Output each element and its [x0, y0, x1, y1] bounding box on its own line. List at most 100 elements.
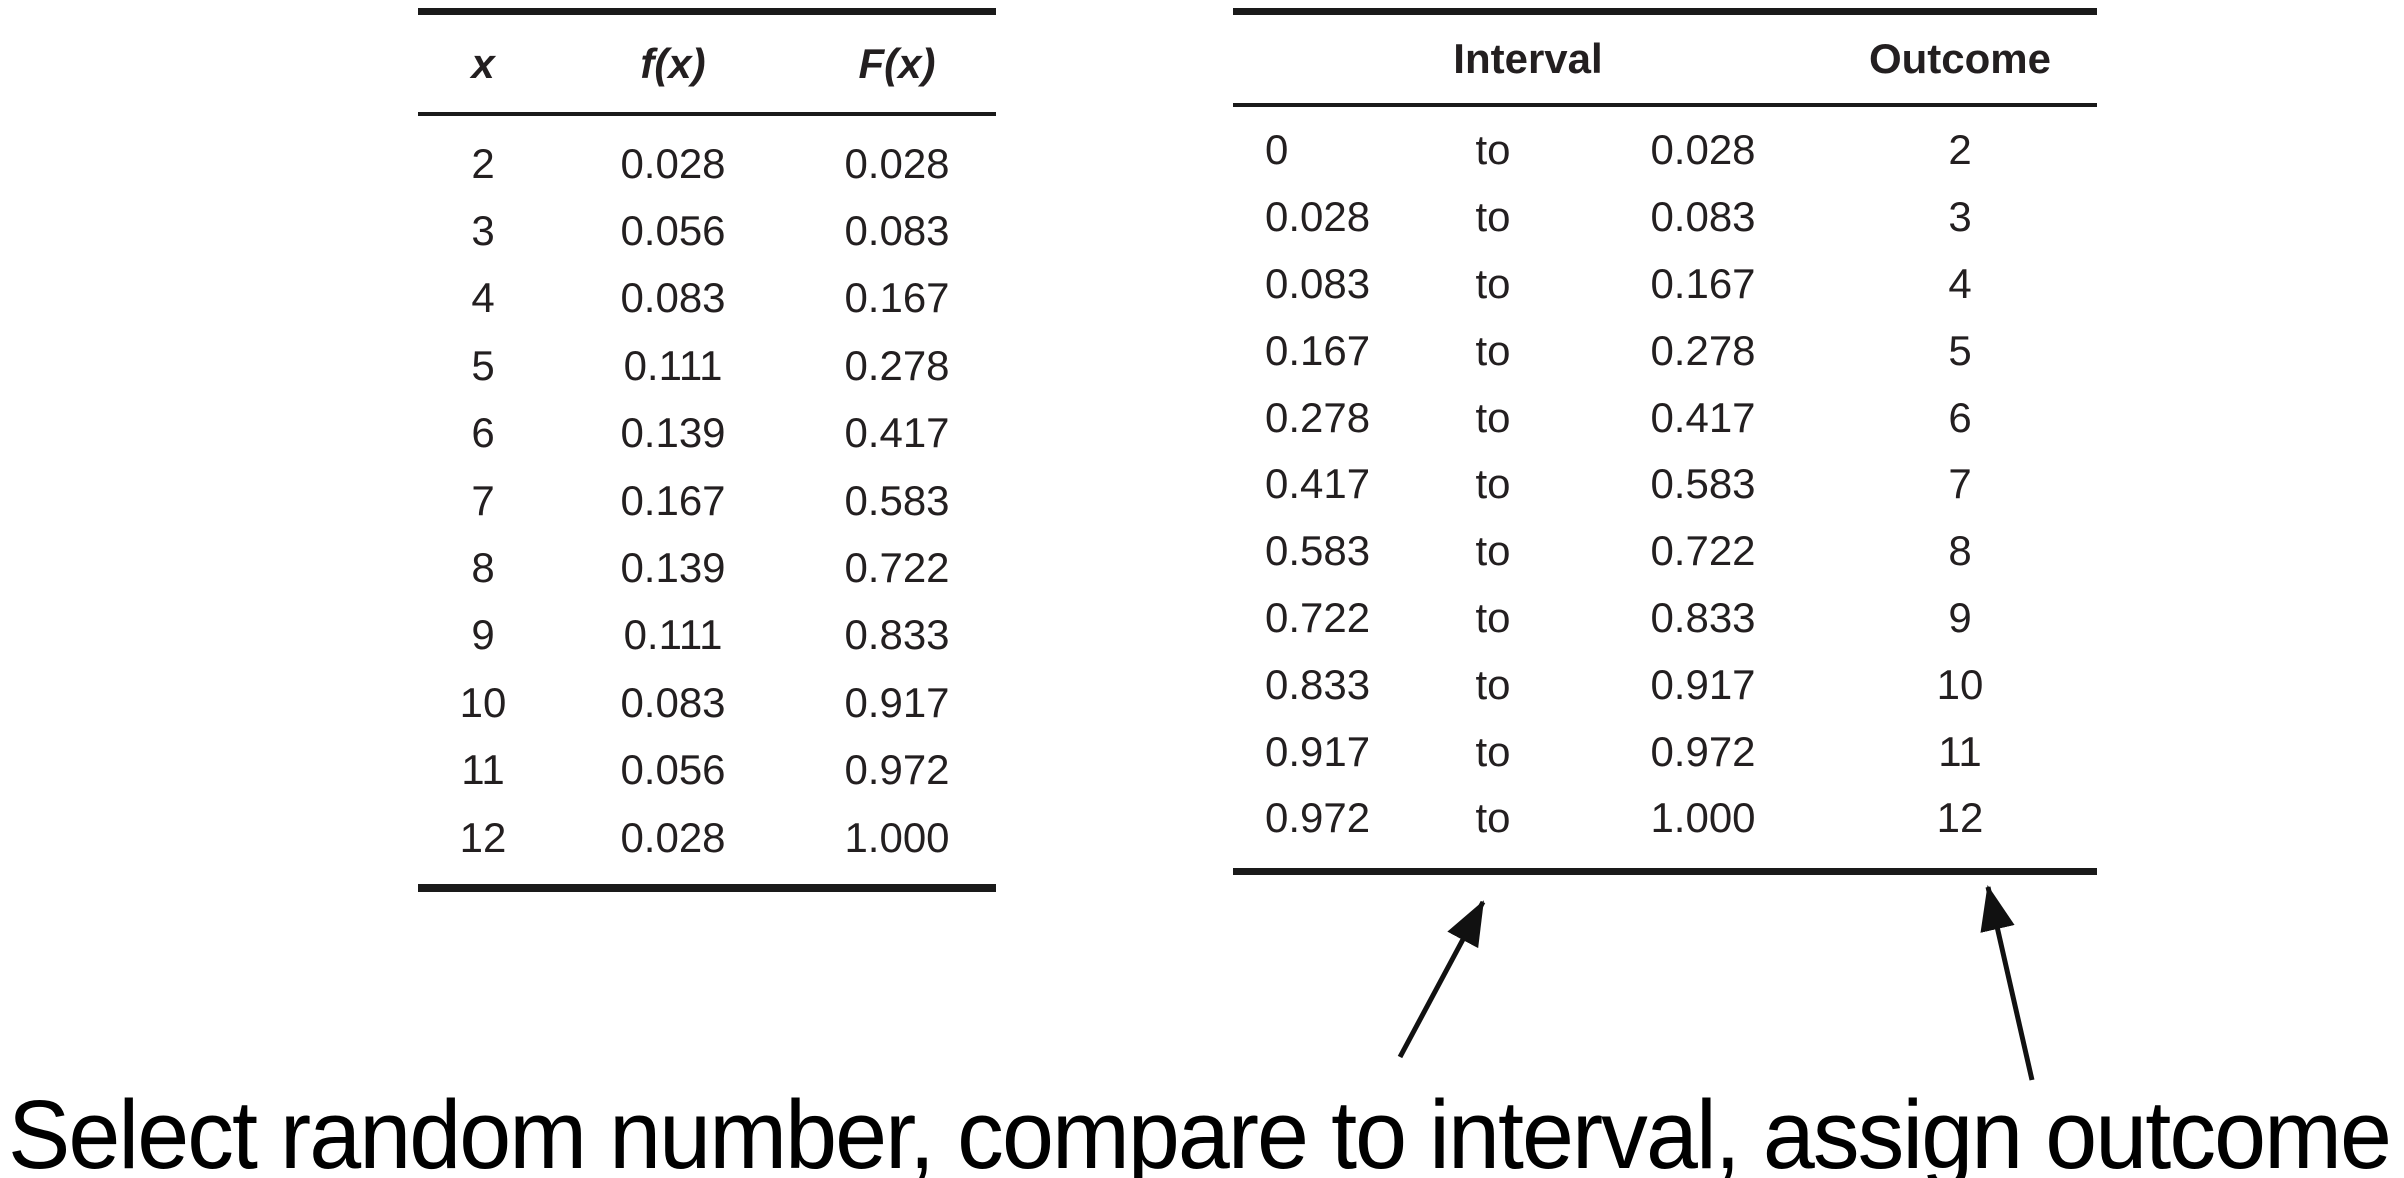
- table-top-rule: [418, 8, 996, 15]
- cell-Fx: 0.583: [844, 476, 950, 524]
- cell-interval-lower: 0.083: [1265, 259, 1371, 307]
- cell-outcome: 9: [1948, 593, 1972, 641]
- cell-interval-lower: 0.278: [1265, 393, 1371, 441]
- cell-interval-upper: 0.833: [1650, 593, 1756, 641]
- cell-separator: to: [1475, 727, 1511, 775]
- column-header-x: x: [471, 39, 495, 87]
- probability-distribution-table: x f(x) F(x) 2 0.028 0.028 3 0.056 0.083 4 0.083…: [418, 8, 996, 893]
- cell-interval-lower: 0.417: [1265, 460, 1371, 508]
- table-row: 9 0.111 0.833: [418, 602, 996, 669]
- cell-separator: to: [1475, 259, 1511, 307]
- cell-Fx: 0.833: [844, 611, 950, 659]
- cell-Fx: 0.278: [844, 341, 950, 389]
- column-header-fx: f(x): [640, 39, 706, 87]
- table-row: 3 0.056 0.083: [418, 197, 996, 264]
- table-bottom-rule: [1233, 867, 2097, 875]
- table-bottom-rule: [418, 884, 996, 893]
- cell-fx: 0.028: [620, 813, 726, 861]
- cell-fx: 0.083: [620, 274, 726, 322]
- cell-interval-upper: 0.083: [1650, 193, 1756, 241]
- cell-x: 2: [471, 139, 495, 187]
- cell-interval-upper: 0.722: [1650, 527, 1756, 575]
- cell-interval-lower: 0.833: [1265, 660, 1371, 708]
- cell-fx: 0.139: [620, 409, 726, 457]
- table-header-rule: [418, 112, 996, 116]
- table-row: 0.972 to 1.000 12: [1233, 785, 2097, 852]
- table-row: 0.917 to 0.972 11: [1233, 718, 2097, 785]
- cell-fx: 0.056: [620, 207, 726, 255]
- cell-Fx: 0.028: [844, 139, 950, 187]
- cell-separator: to: [1475, 527, 1511, 575]
- cell-outcome: 12: [1936, 794, 1984, 842]
- table-header-rule: [1233, 103, 2097, 107]
- cell-interval-upper: 0.583: [1650, 460, 1756, 508]
- interval-outcome-table: Interval Outcome 0 to 0.028 2 0.028 to 0.083 3 0…: [1233, 8, 2097, 875]
- cell-separator: to: [1475, 326, 1511, 374]
- table-row: 2 0.028 0.028: [418, 130, 996, 197]
- cell-outcome: 8: [1948, 527, 1972, 575]
- cell-x: 4: [471, 274, 495, 322]
- cell-separator: to: [1475, 193, 1511, 241]
- arrow-to-outcome-column: [1980, 885, 2035, 1081]
- cell-x: 11: [461, 746, 505, 794]
- cell-outcome: 11: [1938, 727, 1982, 775]
- cell-interval-lower: 0.972: [1265, 794, 1371, 842]
- cell-fx: 0.111: [623, 611, 723, 659]
- cell-fx: 0.083: [620, 678, 726, 726]
- cell-separator: to: [1475, 460, 1511, 508]
- table-row: 0.583 to 0.722 8: [1233, 518, 2097, 585]
- table-row: 10 0.083 0.917: [418, 669, 996, 736]
- table-row: 0.083 to 0.167 4: [1233, 251, 2097, 318]
- table-header-row: x f(x) F(x): [418, 15, 996, 112]
- table-row: 4 0.083 0.167: [418, 265, 996, 332]
- cell-outcome: 2: [1948, 126, 1972, 174]
- cell-outcome: 10: [1936, 660, 1984, 708]
- column-header-outcome: Outcome: [1868, 35, 2052, 82]
- table-row: 0.278 to 0.417 6: [1233, 384, 2097, 451]
- cell-interval-upper: 0.417: [1650, 393, 1756, 441]
- cell-interval-upper: 0.028: [1650, 126, 1756, 174]
- table-top-rule: [1233, 8, 2097, 15]
- cell-fx: 0.056: [620, 746, 726, 794]
- table-row: 11 0.056 0.972: [418, 737, 996, 804]
- cell-separator: to: [1475, 593, 1511, 641]
- cell-Fx: 0.917: [844, 678, 950, 726]
- cell-interval-upper: 0.917: [1650, 660, 1756, 708]
- cell-outcome: 4: [1948, 259, 1972, 307]
- table-row: 0.028 to 0.083 3: [1233, 184, 2097, 251]
- cell-separator: to: [1475, 660, 1511, 708]
- cell-x: 3: [471, 207, 495, 255]
- cell-fx: 0.028: [620, 139, 726, 187]
- cell-x: 6: [471, 409, 495, 457]
- cell-interval-upper: 0.972: [1650, 727, 1756, 775]
- cell-interval-lower: 0.722: [1265, 593, 1371, 641]
- cell-Fx: 0.167: [844, 274, 950, 322]
- cell-outcome: 7: [1948, 460, 1972, 508]
- column-header-interval: Interval: [1453, 35, 1603, 82]
- cell-outcome: 5: [1948, 326, 1972, 374]
- cell-interval-lower: 0.583: [1265, 527, 1371, 575]
- cell-Fx: 0.083: [844, 207, 950, 255]
- cell-outcome: 6: [1948, 393, 1972, 441]
- cell-Fx: 1.000: [844, 813, 950, 861]
- cell-x: 9: [471, 611, 495, 659]
- cell-fx: 0.111: [623, 341, 723, 389]
- cell-interval-lower: 0: [1265, 126, 1289, 174]
- table-body: 0 to 0.028 2 0.028 to 0.083 3 0.083 to 0.167 4 0.167…: [1233, 107, 2097, 852]
- caption-text: Select random number, compare to interva…: [8, 1080, 2392, 1178]
- table-row: 0.833 to 0.917 10: [1233, 651, 2097, 718]
- cell-interval-upper: 0.167: [1650, 259, 1756, 307]
- column-header-Fx: F(x): [858, 39, 936, 87]
- table-row: 6 0.139 0.417: [418, 400, 996, 467]
- cell-separator: to: [1475, 393, 1511, 441]
- cell-separator: to: [1475, 126, 1511, 174]
- cell-interval-lower: 0.917: [1265, 727, 1371, 775]
- cell-separator: to: [1475, 794, 1511, 842]
- table-header-row: Interval Outcome: [1233, 15, 2097, 103]
- cell-x: 10: [459, 678, 507, 726]
- cell-Fx: 0.417: [844, 409, 950, 457]
- cell-Fx: 0.722: [844, 544, 950, 592]
- table-row: 5 0.111 0.278: [418, 332, 996, 399]
- table-row: 12 0.028 1.000: [418, 804, 996, 871]
